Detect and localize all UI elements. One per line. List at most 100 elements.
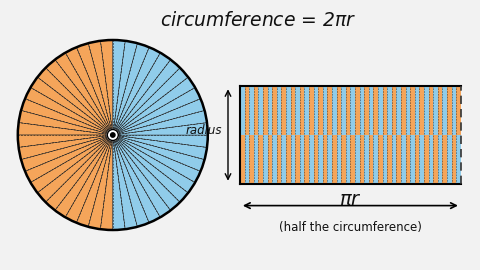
Bar bbox=[378, 86, 383, 135]
Bar bbox=[387, 86, 392, 135]
Wedge shape bbox=[65, 135, 113, 223]
Bar bbox=[272, 86, 277, 135]
Wedge shape bbox=[46, 135, 113, 210]
Bar bbox=[327, 86, 332, 135]
Wedge shape bbox=[55, 135, 113, 217]
Wedge shape bbox=[37, 68, 113, 135]
Text: circumference = 2$\mathit{\pi}$$\mathit{r}$: circumference = 2$\mathit{\pi}$$\mathit{… bbox=[160, 11, 356, 29]
Bar bbox=[249, 86, 254, 135]
Wedge shape bbox=[76, 43, 113, 135]
Bar bbox=[245, 86, 249, 135]
Wedge shape bbox=[113, 40, 125, 135]
Bar bbox=[443, 86, 447, 135]
Bar bbox=[447, 135, 452, 184]
Wedge shape bbox=[46, 60, 113, 135]
Bar bbox=[304, 135, 309, 184]
Wedge shape bbox=[113, 77, 195, 135]
Circle shape bbox=[108, 130, 118, 140]
Bar bbox=[350, 86, 355, 135]
Bar bbox=[323, 86, 327, 135]
Wedge shape bbox=[31, 135, 113, 193]
Bar bbox=[336, 86, 341, 135]
Text: $\mathit{\pi r}$: $\mathit{\pi r}$ bbox=[339, 190, 362, 209]
Wedge shape bbox=[37, 135, 113, 202]
Bar bbox=[318, 135, 323, 184]
Bar bbox=[355, 135, 360, 184]
Bar bbox=[327, 135, 332, 184]
Bar bbox=[424, 135, 429, 184]
Bar bbox=[295, 135, 300, 184]
Bar bbox=[438, 86, 443, 135]
Bar bbox=[401, 86, 406, 135]
Bar bbox=[240, 135, 245, 184]
Wedge shape bbox=[113, 135, 195, 193]
Text: radius: radius bbox=[185, 123, 222, 137]
Wedge shape bbox=[113, 99, 204, 135]
Wedge shape bbox=[25, 87, 113, 135]
Bar bbox=[332, 135, 336, 184]
Wedge shape bbox=[113, 43, 149, 135]
Bar bbox=[373, 135, 378, 184]
Bar bbox=[240, 86, 245, 135]
Bar bbox=[346, 86, 350, 135]
Wedge shape bbox=[113, 135, 201, 183]
Wedge shape bbox=[25, 135, 113, 183]
Bar bbox=[373, 86, 378, 135]
Bar bbox=[355, 86, 360, 135]
Wedge shape bbox=[113, 87, 201, 135]
Wedge shape bbox=[100, 135, 113, 230]
Bar bbox=[263, 86, 267, 135]
Bar bbox=[323, 135, 327, 184]
Bar bbox=[268, 135, 272, 184]
Wedge shape bbox=[21, 135, 113, 171]
Bar bbox=[290, 135, 295, 184]
Bar bbox=[360, 135, 364, 184]
Bar bbox=[401, 135, 406, 184]
Wedge shape bbox=[113, 135, 204, 171]
Bar bbox=[309, 135, 313, 184]
Wedge shape bbox=[113, 135, 160, 223]
Bar bbox=[300, 135, 304, 184]
Bar bbox=[364, 135, 369, 184]
Wedge shape bbox=[113, 135, 125, 230]
Bar bbox=[406, 135, 410, 184]
Bar bbox=[313, 135, 318, 184]
Bar bbox=[447, 86, 452, 135]
Bar bbox=[254, 135, 258, 184]
Bar bbox=[341, 86, 346, 135]
Wedge shape bbox=[100, 40, 113, 135]
Bar bbox=[254, 86, 258, 135]
Wedge shape bbox=[113, 135, 149, 227]
Bar bbox=[456, 135, 461, 184]
Bar bbox=[272, 135, 277, 184]
Bar bbox=[410, 86, 415, 135]
Bar bbox=[336, 135, 341, 184]
Bar bbox=[304, 86, 309, 135]
Wedge shape bbox=[65, 47, 113, 135]
Wedge shape bbox=[113, 135, 208, 147]
Bar bbox=[452, 86, 456, 135]
Bar bbox=[396, 86, 401, 135]
Bar bbox=[392, 86, 396, 135]
Bar bbox=[369, 86, 373, 135]
Bar bbox=[277, 86, 281, 135]
Bar bbox=[300, 86, 304, 135]
Wedge shape bbox=[113, 53, 170, 135]
Bar bbox=[369, 135, 373, 184]
Wedge shape bbox=[113, 110, 207, 135]
Wedge shape bbox=[18, 123, 113, 135]
Wedge shape bbox=[18, 135, 113, 147]
Bar bbox=[383, 86, 387, 135]
Bar bbox=[332, 86, 336, 135]
Wedge shape bbox=[113, 135, 137, 229]
Text: (half the circumference): (half the circumference) bbox=[279, 221, 422, 234]
Bar bbox=[277, 135, 281, 184]
Bar bbox=[424, 86, 429, 135]
Wedge shape bbox=[76, 135, 113, 227]
Bar bbox=[309, 86, 313, 135]
Bar bbox=[420, 86, 424, 135]
Bar bbox=[281, 86, 286, 135]
Bar bbox=[286, 86, 290, 135]
Bar bbox=[433, 135, 438, 184]
Bar bbox=[313, 86, 318, 135]
